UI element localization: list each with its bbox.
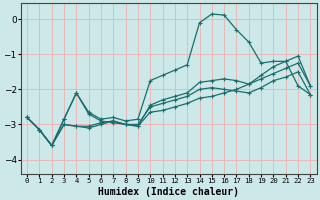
X-axis label: Humidex (Indice chaleur): Humidex (Indice chaleur) — [98, 186, 239, 197]
